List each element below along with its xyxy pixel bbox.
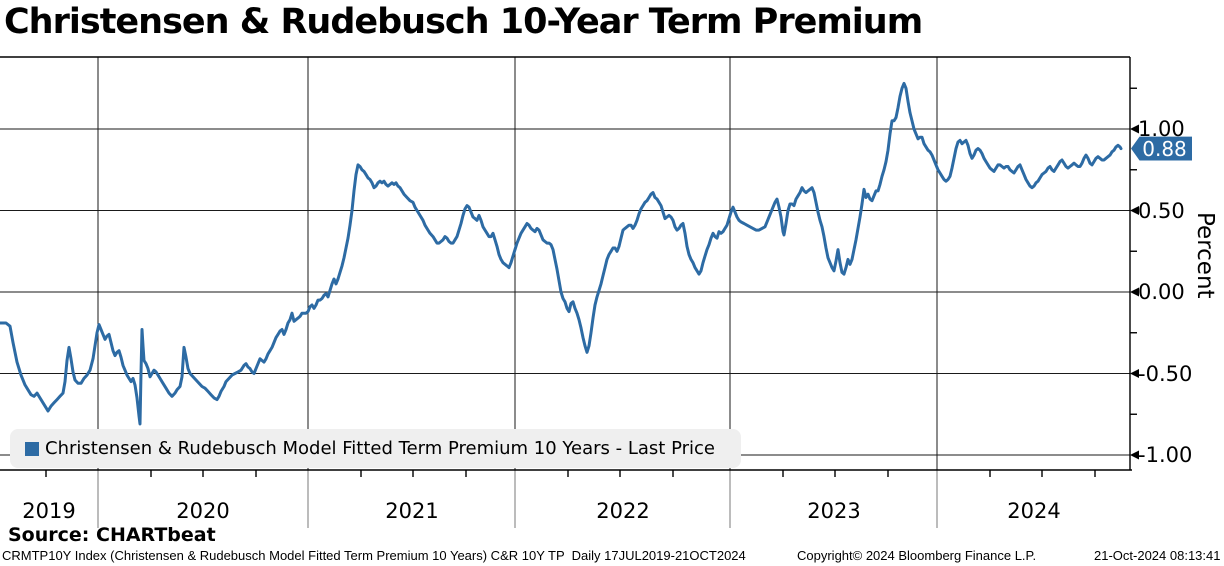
chart-title: Christensen & Rudebusch 10-Year Term Pre… [4, 2, 923, 42]
x-year-label: 2024 [1007, 499, 1061, 523]
major-tick-arrow [1130, 369, 1139, 378]
major-tick-arrow [1130, 124, 1139, 134]
x-year-label: 2023 [807, 499, 861, 523]
legend[interactable]: Christensen & Rudebusch Model Fitted Ter… [10, 429, 741, 468]
x-year-label: 2020 [176, 499, 230, 523]
major-tick-arrow [1130, 206, 1139, 215]
series-line [0, 81, 1123, 426]
y-tick-label: 0.50 [1138, 198, 1185, 223]
legend-series-label: Christensen & Rudebusch Model Fitted Ter… [45, 438, 715, 459]
legend-series-swatch-icon [25, 441, 39, 456]
major-tick-arrow [1130, 287, 1139, 297]
footer-copyright: Copyright© 2024 Bloomberg Finance L.P. [797, 548, 1037, 563]
last-price-badge: 0.88 [1131, 136, 1192, 161]
y-tick-label: -1.00 [1138, 443, 1193, 467]
footer-ticker-info: CRMTP10Y Index (Christensen & Rudebusch … [2, 548, 746, 563]
last-price-value: 0.88 [1142, 136, 1187, 161]
y-axis-title: Percent [1192, 212, 1218, 299]
x-year-label: 2021 [385, 499, 439, 523]
source-label: Source: CHARTbeat [8, 524, 216, 546]
x-year-label: 2022 [596, 499, 650, 523]
y-tick-label: -0.50 [1138, 361, 1193, 386]
x-year-label: 2019 [22, 499, 76, 523]
major-tick-arrow [1130, 450, 1139, 460]
y-tick-label: 0.00 [1138, 280, 1185, 304]
footer-timestamp: 21-Oct-2024 08:13:41 [1094, 548, 1221, 563]
